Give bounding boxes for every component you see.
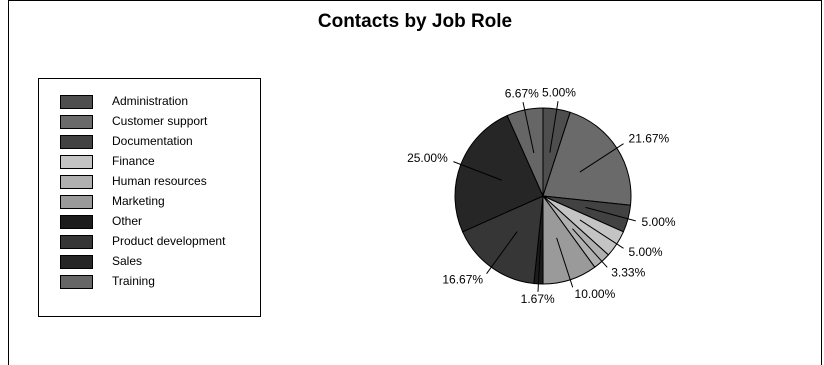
legend-swatch bbox=[60, 235, 93, 249]
legend-swatch bbox=[60, 275, 93, 289]
data-label: 5.00% bbox=[629, 245, 663, 259]
legend-label: Product development bbox=[112, 234, 226, 248]
legend-label: Customer support bbox=[112, 114, 208, 128]
leader-line bbox=[579, 143, 624, 173]
legend-label: Documentation bbox=[112, 134, 193, 148]
data-label: 5.00% bbox=[642, 215, 676, 229]
legend-swatch bbox=[60, 215, 93, 229]
data-label: 25.00% bbox=[407, 151, 448, 165]
legend-swatch bbox=[60, 175, 93, 189]
data-label: 10.00% bbox=[575, 287, 616, 301]
leader-line bbox=[556, 237, 574, 288]
legend-swatch bbox=[60, 255, 93, 269]
legend-label: Finance bbox=[112, 154, 155, 168]
data-label: 1.67% bbox=[521, 292, 555, 306]
legend-swatch bbox=[60, 115, 93, 129]
legend-swatch bbox=[60, 135, 93, 149]
leader-line bbox=[549, 101, 559, 153]
leader-line bbox=[579, 219, 624, 249]
legend-label: Sales bbox=[112, 254, 142, 268]
data-label: 16.67% bbox=[442, 272, 483, 286]
data-label: 21.67% bbox=[629, 132, 670, 146]
legend-label: Training bbox=[112, 274, 155, 288]
leader-line bbox=[572, 228, 608, 268]
leader-line bbox=[486, 231, 518, 274]
legend-swatch bbox=[60, 155, 93, 169]
leader-line bbox=[522, 101, 535, 154]
legend-swatch bbox=[60, 95, 93, 109]
leader-line bbox=[453, 161, 503, 181]
legend-label: Human resources bbox=[112, 174, 207, 188]
legend-label: Administration bbox=[112, 94, 188, 108]
leader-line bbox=[537, 239, 542, 292]
legend-swatch bbox=[60, 195, 93, 209]
chart-title: Contacts by Job Role bbox=[318, 11, 512, 32]
legend-label: Other bbox=[112, 214, 142, 228]
data-label: 6.67% bbox=[505, 86, 539, 100]
data-label: 5.00% bbox=[542, 85, 576, 99]
leader-line bbox=[585, 206, 636, 222]
legend-label: Marketing bbox=[112, 194, 165, 208]
data-label: 3.33% bbox=[611, 265, 645, 279]
